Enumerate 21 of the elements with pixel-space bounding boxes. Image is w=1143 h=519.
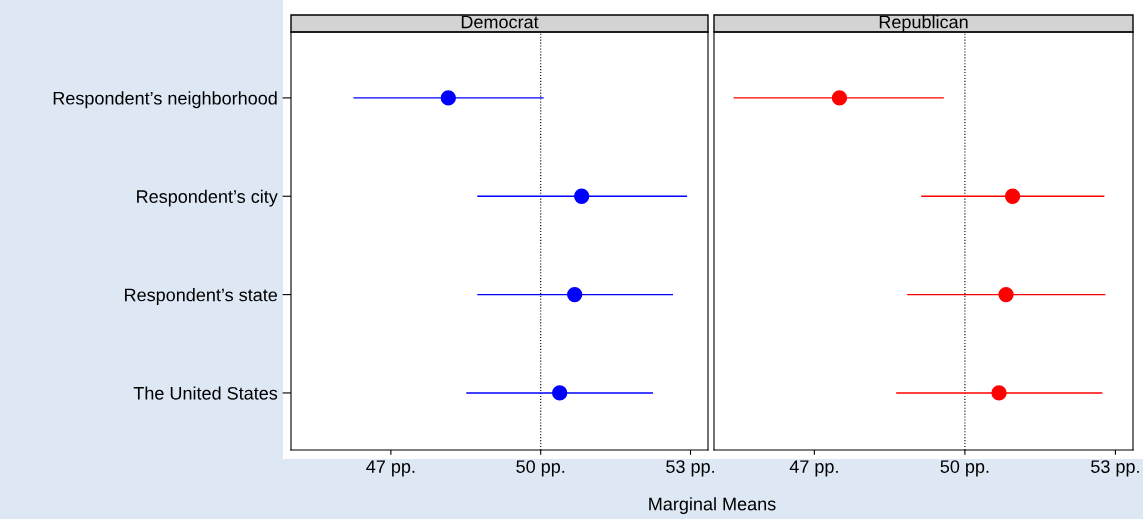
point xyxy=(991,385,1007,401)
y-tick-label: The United States xyxy=(133,386,278,400)
point xyxy=(440,90,456,106)
y-tick-label: Respondent’s state xyxy=(125,288,278,305)
x-axis-title: Marginal Means xyxy=(649,497,776,514)
point xyxy=(831,90,848,106)
point xyxy=(998,286,1014,303)
point xyxy=(574,188,590,204)
y-tick-label: Respondent’s neighborhood xyxy=(53,91,277,109)
y-tick-label: Respondent’s city xyxy=(137,189,278,207)
x-tick-label: 50 pp. xyxy=(940,460,989,477)
chart-title: Republican xyxy=(879,15,968,32)
point xyxy=(567,286,583,303)
chart-title: Democrat xyxy=(461,15,539,29)
point xyxy=(1004,188,1021,204)
x-tick-label: 47 pp. xyxy=(366,460,415,477)
x-tick-label: 47 pp. xyxy=(789,460,838,477)
x-tick-label: 53 pp. xyxy=(1091,460,1139,477)
x-tick-label: 50 pp. xyxy=(516,460,565,477)
x-tick-label: 53 pp. xyxy=(666,460,714,477)
point xyxy=(552,385,568,401)
